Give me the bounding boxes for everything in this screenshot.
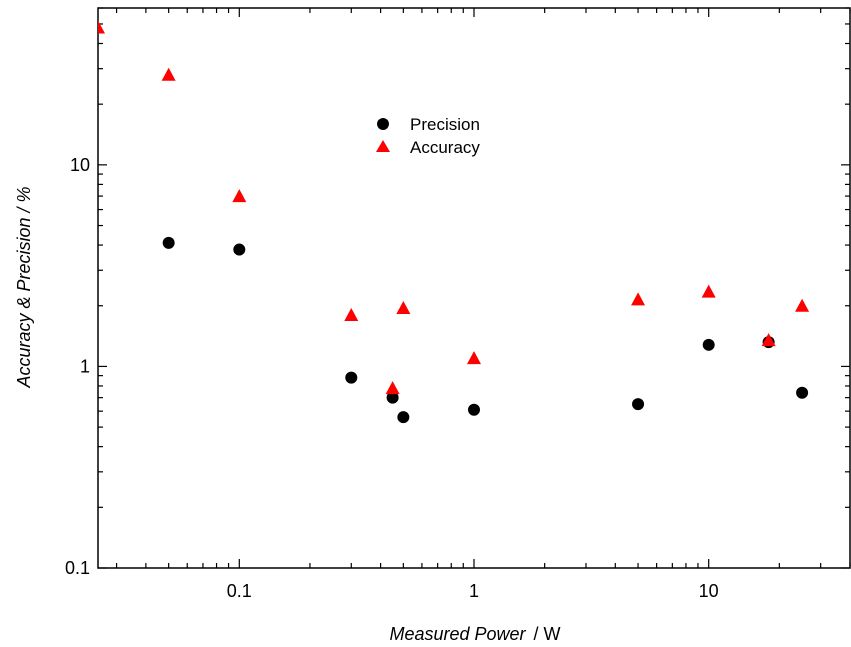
y-tick-label: 10 bbox=[70, 155, 90, 175]
legend-accuracy-label: Accuracy bbox=[410, 138, 480, 157]
accuracy-point bbox=[232, 189, 247, 203]
precision-point bbox=[796, 386, 809, 399]
x-tick-label: 1 bbox=[469, 581, 479, 601]
plot-border bbox=[97, 7, 851, 569]
accuracy-point bbox=[396, 300, 411, 314]
accuracy-point bbox=[385, 381, 400, 395]
accuracy-point bbox=[161, 67, 176, 81]
y-tick-label: 0.1 bbox=[65, 558, 90, 578]
x-axis-title: Measured Power / W bbox=[389, 624, 560, 644]
data-markers bbox=[98, 20, 810, 424]
x-axis-title-text: Measured Power bbox=[389, 624, 526, 644]
precision-point bbox=[468, 403, 480, 416]
x-axis-unit: / W bbox=[534, 624, 561, 644]
y-tick-label: 1 bbox=[80, 356, 90, 376]
x-tick-label: 0.1 bbox=[227, 581, 252, 601]
legend: Precision Accuracy bbox=[376, 115, 480, 157]
accuracy-point bbox=[795, 298, 810, 312]
tick-labels: 0.1 1 10 0.1 1 10 bbox=[65, 155, 719, 601]
precision-point bbox=[386, 391, 399, 404]
y-axis-title: Accuracy & Precision / % bbox=[14, 186, 34, 388]
precision-point bbox=[233, 243, 246, 256]
precision-point bbox=[397, 411, 410, 424]
precision-point bbox=[702, 338, 715, 351]
accuracy-point bbox=[631, 292, 646, 306]
plot-frame bbox=[97, 7, 851, 569]
precision-point bbox=[162, 236, 175, 249]
axis-ticks bbox=[98, 7, 851, 569]
legend-accuracy-marker bbox=[376, 140, 390, 152]
accuracy-point bbox=[98, 20, 105, 34]
accuracy-point bbox=[701, 284, 716, 298]
legend-precision-marker bbox=[377, 118, 389, 130]
accuracy-point bbox=[467, 351, 481, 365]
x-tick-label: 10 bbox=[699, 581, 719, 601]
accuracy-point bbox=[761, 333, 776, 347]
precision-point bbox=[632, 398, 645, 411]
legend-precision-label: Precision bbox=[410, 115, 480, 134]
precision-point bbox=[345, 371, 358, 384]
accuracy-point bbox=[344, 307, 359, 321]
